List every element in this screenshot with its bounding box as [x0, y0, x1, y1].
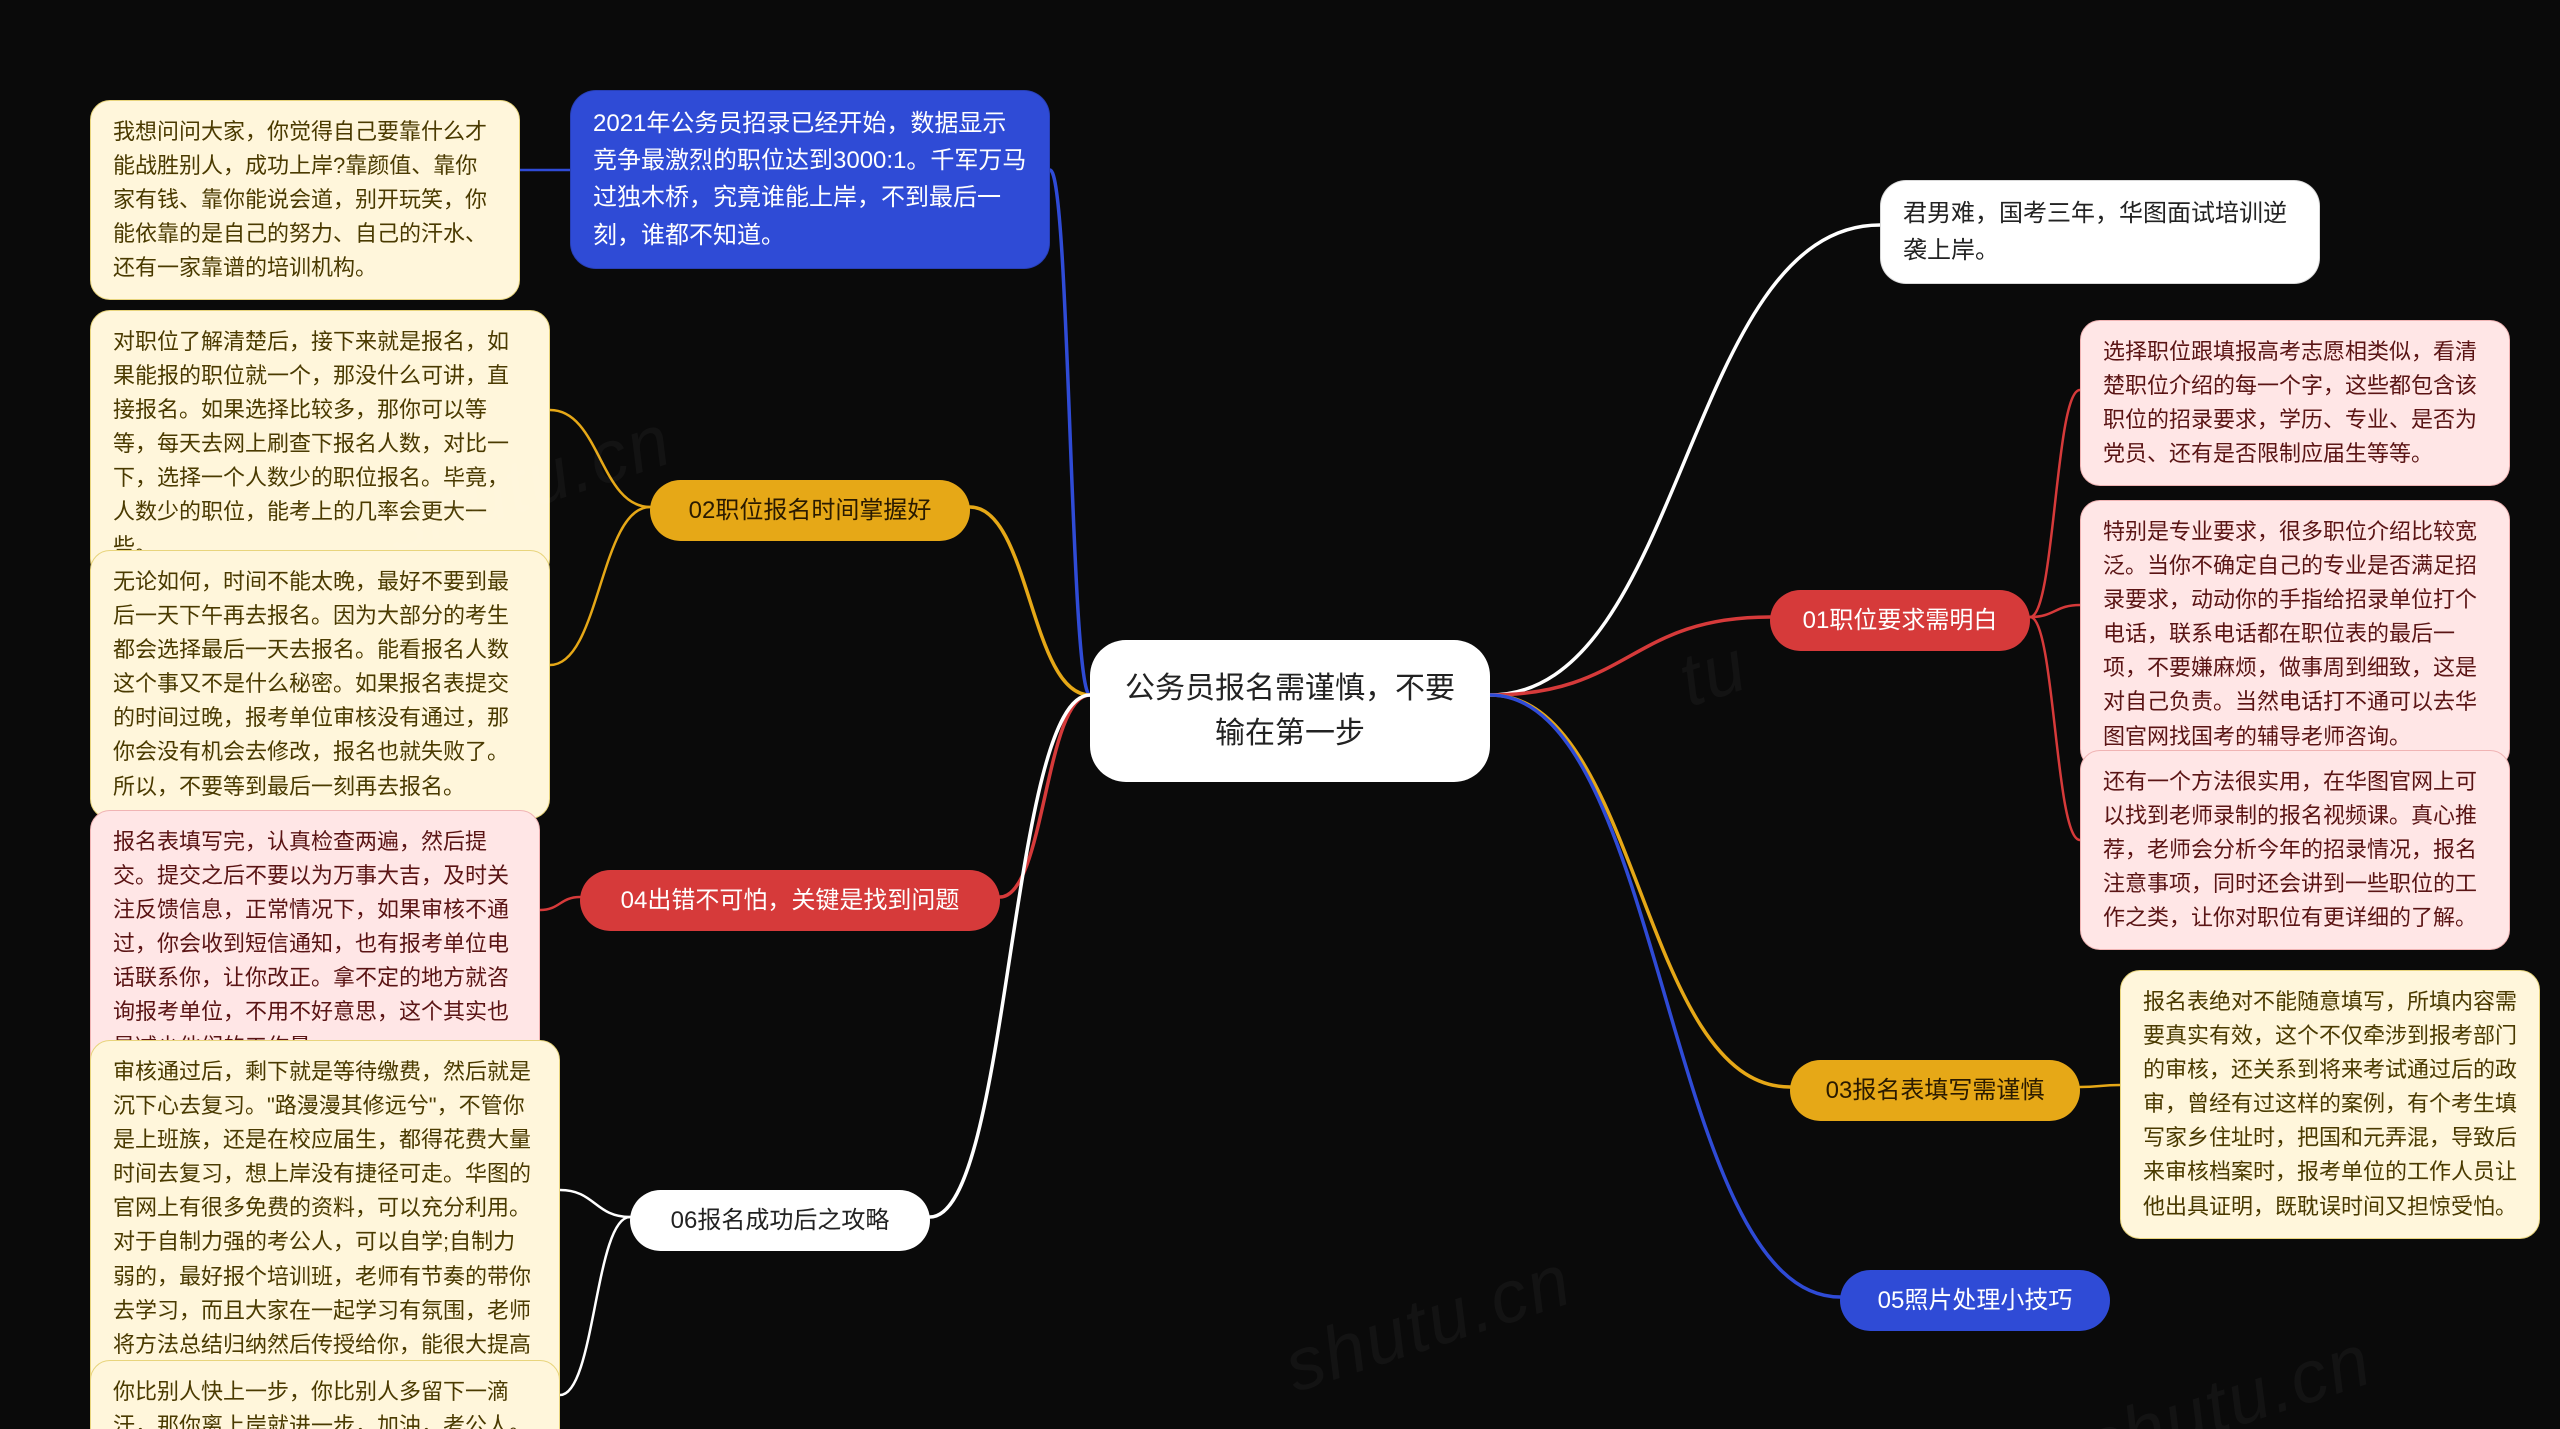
branch-intro-blue: 2021年公务员招录已经开始，数据显示竞争最激烈的职位达到3000:1。千军万马… — [570, 90, 1050, 269]
leaf-step03-0: 报名表绝对不能随意填写，所填内容需要真实有效，这个不仅牵涉到报考部门的审核，还关… — [2120, 970, 2540, 1239]
branch-step06: 06报名成功后之攻略 — [630, 1190, 930, 1251]
watermark: tu — [1668, 622, 1757, 723]
leaf-step01-2: 还有一个方法很实用，在华图官网上可以找到老师录制的报名视频课。真心推荐，老师会分… — [2080, 750, 2510, 950]
mindmap-canvas: 公务员报名需谨慎，不要输在第一步 2021年公务员招录已经开始，数据显示竞争最激烈… — [0, 0, 2560, 1429]
leaf-intro-blue-0: 我想问问大家，你觉得自己要靠什么才能战胜别人，成功上岸?靠颜值、靠你家有钱、靠你… — [90, 100, 520, 300]
branch-step05: 05照片处理小技巧 — [1840, 1270, 2110, 1331]
branch-step03: 03报名表填写需谨慎 — [1790, 1060, 2080, 1121]
leaf-step02-1: 无论如何，时间不能太晚，最好不要到最后一天下午再去报名。因为大部分的考生都会选择… — [90, 550, 550, 819]
leaf-step06-0: 审核通过后，剩下就是等待缴费，然后就是沉下心去复习。"路漫漫其修远兮"，不管你是… — [90, 1040, 560, 1411]
branch-step02: 02职位报名时间掌握好 — [650, 480, 970, 541]
leaf-step04-0: 报名表填写完，认真检查两遍，然后提交。提交之后不要以为万事大吉，及时关注反馈信息… — [90, 810, 540, 1079]
center-topic: 公务员报名需谨慎，不要输在第一步 — [1090, 640, 1490, 782]
branch-quote-white: 君男难，国考三年，华图面试培训逆袭上岸。 — [1880, 180, 2320, 284]
branch-step04: 04出错不可怕，关键是找到问题 — [580, 870, 1000, 931]
watermark: shutu.cn — [2074, 1316, 2382, 1429]
leaf-step02-0: 对职位了解清楚后，接下来就是报名，如果能报的职位就一个，那没什么可讲，直接报名。… — [90, 310, 550, 579]
leaf-step01-1: 特别是专业要求，很多职位介绍比较宽泛。当你不确定自己的专业是否满足招录要求，动动… — [2080, 500, 2510, 769]
leaf-step06-1: 你比别人快上一步，你比别人多留下一滴汗，那你离上岸就进一步，加油，考公人。 — [90, 1360, 560, 1429]
leaf-step01-0: 选择职位跟填报高考志愿相类似，看清楚职位介绍的每一个字，这些都包含该职位的招录要… — [2080, 320, 2510, 486]
watermark: shutu.cn — [1274, 1236, 1582, 1408]
branch-step01: 01职位要求需明白 — [1770, 590, 2030, 651]
